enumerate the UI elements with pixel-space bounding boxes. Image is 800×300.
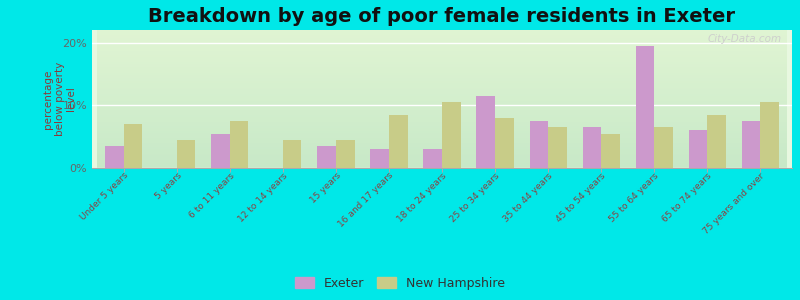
Bar (423, 149, 442, 168)
Bar (442, 102, 461, 168)
Bar (548, 127, 566, 168)
Y-axis label: percentage
below poverty
level: percentage below poverty level (43, 62, 76, 136)
Text: 45 to 54 years: 45 to 54 years (555, 171, 607, 224)
Bar (495, 118, 514, 168)
Bar (318, 146, 336, 168)
Bar (283, 140, 302, 168)
Legend: Exeter, New Hampshire: Exeter, New Hampshire (291, 273, 509, 294)
Text: 25 to 34 years: 25 to 34 years (449, 171, 502, 224)
Text: 75 years and over: 75 years and over (702, 171, 766, 236)
Bar (477, 96, 495, 168)
Text: 35 to 44 years: 35 to 44 years (502, 171, 554, 224)
Text: 16 and 17 years: 16 and 17 years (337, 171, 395, 229)
Text: 5 years: 5 years (153, 171, 183, 201)
Bar (601, 134, 620, 168)
Text: 55 to 64 years: 55 to 64 years (608, 171, 661, 224)
Bar (336, 140, 354, 168)
Text: City-Data.com: City-Data.com (707, 34, 782, 44)
Bar (760, 102, 778, 168)
Bar (389, 115, 407, 168)
Bar (654, 127, 673, 168)
Text: 15 years: 15 years (308, 171, 342, 205)
Bar (707, 115, 726, 168)
Bar (635, 46, 654, 168)
Text: 65 to 74 years: 65 to 74 years (661, 171, 714, 224)
Bar (582, 127, 601, 168)
Bar (230, 121, 249, 168)
Title: Breakdown by age of poor female residents in Exeter: Breakdown by age of poor female resident… (149, 7, 735, 26)
Bar (689, 130, 707, 168)
Bar (106, 146, 124, 168)
Text: 6 to 11 years: 6 to 11 years (187, 171, 236, 220)
Text: 12 to 14 years: 12 to 14 years (237, 171, 290, 224)
Bar (370, 149, 389, 168)
Bar (124, 124, 142, 168)
Text: 18 to 24 years: 18 to 24 years (396, 171, 448, 224)
Bar (211, 134, 230, 168)
Bar (530, 121, 548, 168)
Text: Under 5 years: Under 5 years (78, 171, 130, 222)
Bar (177, 140, 195, 168)
Bar (742, 121, 760, 168)
